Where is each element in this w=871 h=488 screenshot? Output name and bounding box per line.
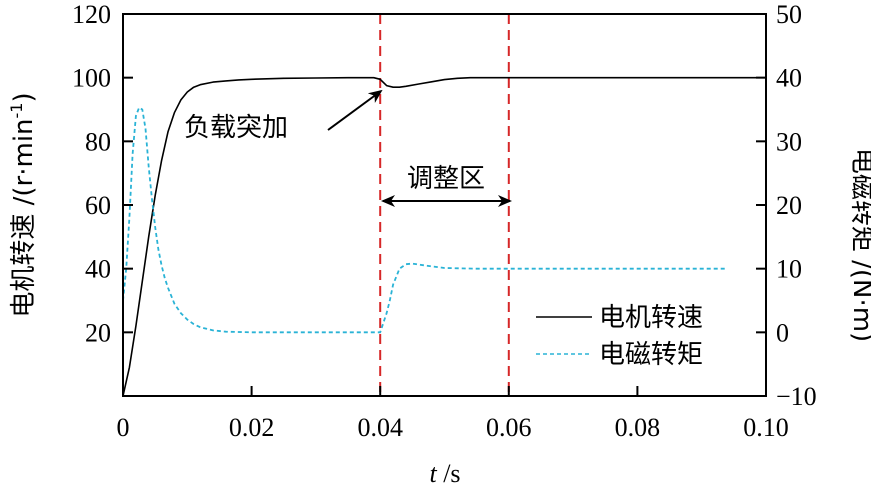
x-tick-label-1: 0.02: [229, 413, 275, 442]
reference-lines: [379, 14, 510, 396]
region-annotation-text: 调整区: [407, 164, 485, 194]
x-axis-label-var: t: [429, 459, 437, 488]
x-tick-label-5: 0.10: [743, 413, 789, 442]
series-group: [122, 76, 766, 397]
left-y-axis-label-sup: -1: [7, 103, 26, 119]
left-y-axis-ticks: 20 40 60 80 100 120: [72, 0, 133, 347]
right-y-axis-label: 电磁转矩 /(N·m): [847, 148, 871, 342]
right-y-tick-label-1: 0: [776, 318, 789, 347]
left-y-tick-label-4: 100: [72, 64, 111, 93]
left-y-axis-label: 电机转速 /(r·min-1): [7, 92, 39, 317]
load-annotation-text: 负载突加: [184, 113, 288, 143]
right-y-tick-label-2: 10: [776, 255, 802, 284]
legend: 电机转速 电磁转矩: [536, 303, 703, 370]
x-tick-label-0: 0: [117, 413, 130, 442]
right-y-tick-label-6: 50: [776, 0, 802, 29]
right-y-tick-label-0: −10: [776, 382, 817, 411]
left-y-axis-label-close: ): [9, 92, 39, 102]
right-y-tick-label-4: 30: [776, 127, 802, 156]
legend-label-torque: 电磁转矩: [599, 340, 703, 370]
series-line-1: [122, 106, 728, 334]
x-axis-ticks: 0 0.02 0.04 0.06 0.08 0.10: [117, 386, 789, 442]
legend-label-speed: 电机转速: [599, 303, 703, 333]
left-y-tick-label-2: 60: [85, 191, 111, 220]
right-y-tick-label-5: 40: [776, 64, 802, 93]
left-y-tick-label-0: 20: [85, 318, 111, 347]
left-y-axis-label-main: 电机转速 /(r·min: [9, 118, 39, 317]
x-axis-label-unit: /s: [437, 459, 461, 488]
left-y-tick-label-3: 80: [85, 127, 111, 156]
x-axis-label: t /s: [429, 459, 460, 488]
x-tick-label-3: 0.06: [486, 413, 532, 442]
left-y-tick-label-5: 120: [72, 0, 111, 29]
plot-frame: [122, 13, 767, 397]
x-tick-label-4: 0.08: [615, 413, 661, 442]
load-annotation-arrow: [327, 89, 383, 131]
series-line-0: [122, 76, 766, 397]
right-y-axis-ticks: −10 0 10 20 30 40 50: [756, 0, 817, 411]
right-y-tick-label-3: 20: [776, 191, 802, 220]
left-y-tick-label-1: 40: [85, 255, 111, 284]
x-tick-label-2: 0.04: [357, 413, 403, 442]
